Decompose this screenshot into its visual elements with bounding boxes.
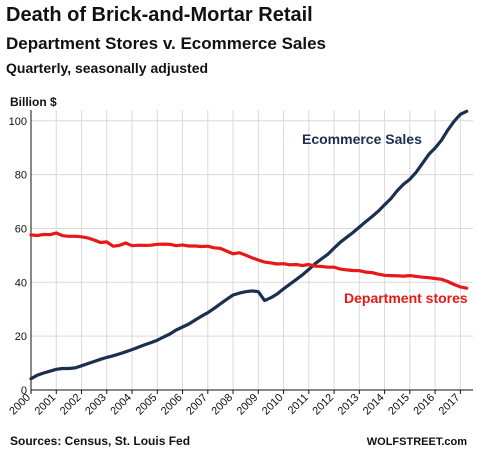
brand-label: WOLFSTREET.com: [366, 436, 467, 448]
x-tick-label: 2005: [134, 392, 160, 418]
x-tick-label: 2015: [386, 392, 412, 418]
y-tick-label: 40: [15, 277, 27, 289]
x-tick-label: 2002: [58, 392, 84, 418]
x-tick-label: 2003: [83, 392, 109, 418]
y-tick-label: 60: [15, 223, 27, 235]
x-tick-label: 2009: [235, 392, 261, 418]
chart-note: Quarterly, seasonally adjusted: [6, 60, 209, 76]
chart-title: Death of Brick-and-Mortar Retail: [6, 4, 313, 26]
x-tick-label: 2004: [108, 392, 134, 418]
x-tick-label: 2011: [286, 392, 311, 417]
x-tick-label: 2013: [336, 392, 362, 418]
source-note: Sources: Census, St. Louis Fed: [10, 434, 191, 448]
x-tick-label: 2000: [7, 392, 33, 418]
series-label-department: Department stores: [344, 290, 468, 306]
y-tick-label: 100: [9, 116, 27, 128]
series-line-ecommerce: [29, 109, 469, 381]
x-tick-label: 2008: [209, 392, 235, 418]
axes: 0 20 40 60 80 100 2000 2001 2002 2003 2004 2005 2006…: [7, 110, 473, 417]
x-tick-label: 2012: [310, 392, 336, 418]
series-label-ecommerce: Ecommerce Sales: [302, 131, 422, 147]
grid-lines: [30, 110, 473, 391]
series-group: [29, 109, 469, 381]
x-tick-label: 2006: [159, 392, 185, 418]
y-axis-label: Billion $: [10, 95, 57, 109]
chart-subtitle: Department Stores v. Ecommerce Sales: [6, 34, 326, 53]
y-tick-label: 80: [15, 170, 27, 182]
x-tick-label: 2001: [33, 392, 59, 418]
x-tick-label: 2007: [184, 392, 210, 418]
x-tick-label: 2016: [411, 392, 437, 418]
x-tick-label: 2010: [260, 392, 286, 418]
series-line-department: [29, 231, 469, 290]
x-tick-label: 2017: [437, 392, 463, 418]
y-tick-label: 20: [15, 331, 27, 343]
y-tick-label: 0: [21, 385, 27, 397]
x-tick-label: 2014: [361, 392, 387, 418]
